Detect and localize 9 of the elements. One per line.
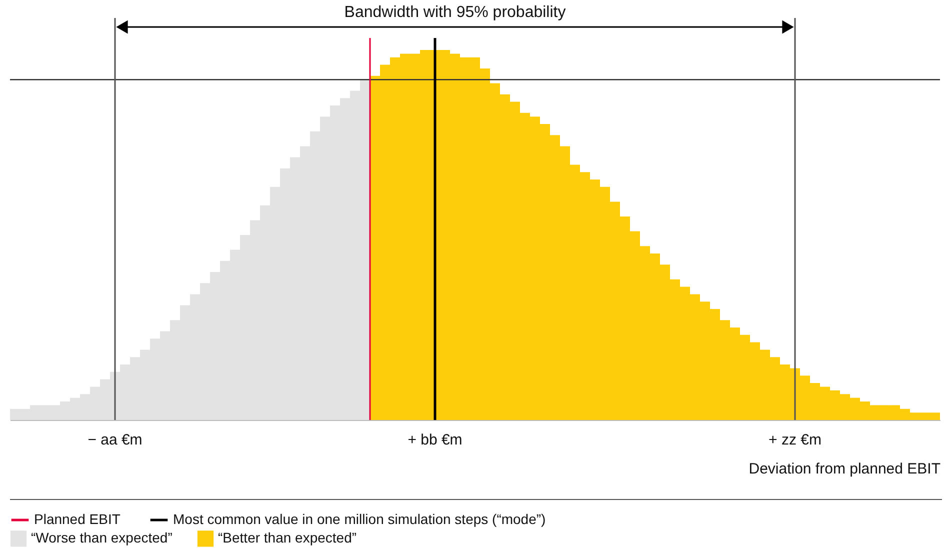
x-tick-label: + zz €m bbox=[768, 432, 822, 448]
legend-label: Most common value in one million simulation steps (“mode”) bbox=[173, 511, 546, 527]
legend-label: “Worse than expected” bbox=[31, 530, 173, 546]
text: Bandwidth with 95% probability bbox=[344, 4, 566, 21]
text: Planned EBIT bbox=[34, 511, 120, 527]
x-tick-label: + bb €m bbox=[408, 432, 462, 448]
x-tick-label: − aa €m bbox=[88, 432, 142, 448]
x-axis-title: Deviation from planned EBIT bbox=[748, 460, 940, 478]
legend-label: “Better than expected” bbox=[218, 530, 357, 546]
